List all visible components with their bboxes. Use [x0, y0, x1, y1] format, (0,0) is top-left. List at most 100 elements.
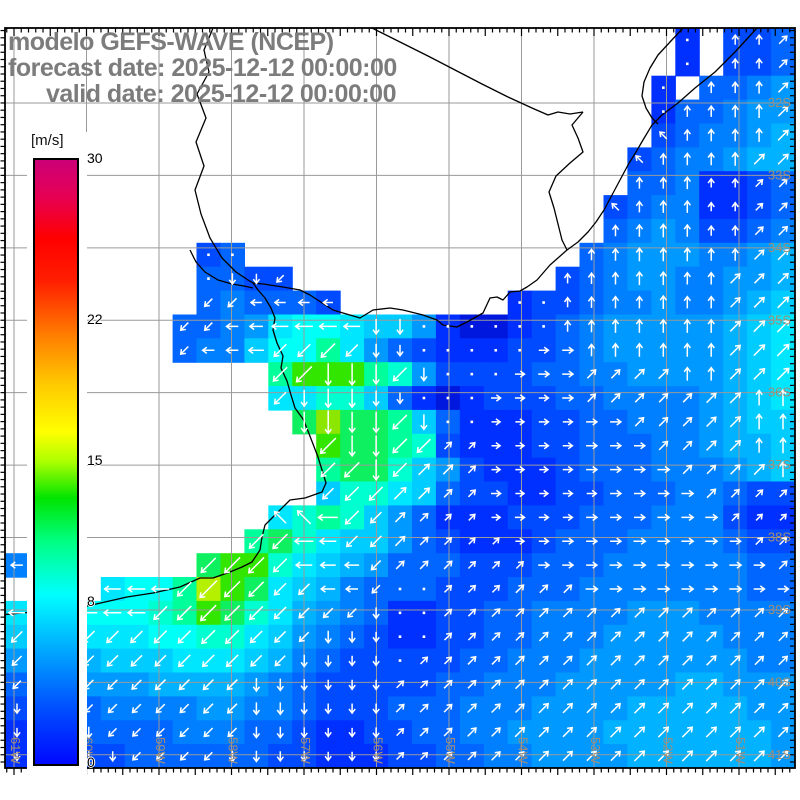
direction-arrow: [659, 223, 668, 238]
longitude-label: 53W: [588, 737, 603, 764]
direction-arrow: [657, 513, 671, 522]
direction-arrow: [248, 322, 263, 331]
calm-dot: [422, 635, 426, 639]
direction-arrow: [707, 271, 715, 285]
direction-arrow: [300, 411, 308, 434]
direction-arrow: [324, 751, 332, 762]
direction-arrow: [633, 702, 646, 714]
direction-arrow: [538, 607, 549, 618]
direction-arrow: [753, 561, 766, 569]
direction-arrow: [587, 393, 597, 403]
direction-arrow: [322, 487, 335, 500]
direction-arrow: [706, 464, 717, 475]
direction-arrow: [443, 727, 453, 737]
direction-arrow: [562, 441, 574, 450]
direction-arrow: [396, 680, 405, 689]
direction-arrow: [705, 561, 719, 569]
direction-arrow: [562, 537, 575, 545]
direction-arrow: [634, 368, 645, 380]
direction-arrow: [491, 513, 502, 522]
direction-arrow: [777, 702, 789, 714]
direction-arrow: [659, 152, 668, 165]
direction-arrow: [274, 630, 287, 643]
direction-arrow: [106, 654, 119, 667]
latitude-label: 32S: [768, 95, 791, 110]
direction-arrow: [203, 298, 213, 308]
direction-arrow: [419, 536, 429, 546]
direction-arrow: [248, 581, 265, 598]
direction-arrow: [276, 274, 285, 283]
direction-arrow: [467, 560, 477, 570]
direction-arrow: [514, 751, 525, 761]
longitude-label: 55W: [443, 737, 458, 764]
direction-arrow: [13, 703, 21, 715]
longitude-label: 56W: [371, 737, 386, 764]
calm-dot: [422, 348, 426, 352]
direction-arrow: [634, 489, 647, 498]
direction-arrow: [635, 176, 644, 189]
calm-dot: [446, 396, 450, 400]
direction-arrow: [753, 344, 766, 357]
direction-arrow: [777, 106, 789, 117]
direction-arrow: [681, 702, 694, 714]
direction-arrow: [324, 679, 332, 691]
direction-arrow: [273, 298, 286, 307]
direction-arrow: [611, 224, 620, 237]
calm-dot: [231, 253, 234, 257]
direction-arrow: [562, 607, 573, 618]
direction-arrow: [776, 319, 790, 333]
calm-dot: [398, 611, 402, 615]
direction-arrow: [392, 414, 408, 430]
direction-arrow: [634, 416, 645, 427]
direction-arrow: [515, 441, 526, 450]
latitude-label: 34S: [768, 240, 791, 255]
latitude-label: 40S: [768, 674, 791, 689]
direction-arrow: [369, 511, 382, 524]
direction-arrow: [586, 702, 597, 714]
direction-arrow: [683, 176, 692, 190]
direction-arrow: [467, 727, 477, 737]
direction-arrow: [634, 441, 647, 450]
direction-arrow: [633, 585, 647, 593]
direction-arrow: [294, 322, 313, 331]
direction-arrow: [249, 298, 262, 307]
direction-arrow: [635, 342, 644, 357]
direction-arrow: [610, 369, 621, 379]
direction-arrow: [729, 392, 742, 404]
direction-arrow: [467, 584, 477, 593]
direction-arrow: [467, 489, 477, 498]
direction-arrow: [539, 489, 550, 498]
direction-arrow: [372, 390, 380, 407]
calm-dot: [662, 110, 665, 113]
direction-arrow: [467, 703, 477, 714]
direction-arrow: [322, 607, 334, 619]
direction-arrow: [320, 462, 336, 478]
direction-arrow: [730, 607, 741, 618]
longitude-label: 58W: [226, 737, 241, 764]
direction-arrow: [443, 441, 453, 450]
direction-arrow: [755, 437, 763, 453]
direction-arrow: [372, 679, 380, 691]
direction-arrow: [396, 727, 405, 737]
longitude-label: 61W: [8, 737, 23, 764]
direction-arrow: [610, 465, 623, 474]
direction-arrow: [467, 608, 477, 617]
direction-arrow: [706, 440, 717, 451]
direction-arrow: [587, 343, 596, 357]
direction-arrow: [681, 489, 695, 498]
direction-arrow: [730, 488, 740, 498]
direction-arrow: [587, 319, 596, 333]
direction-arrow: [753, 320, 766, 333]
uruguay-river: [194, 28, 254, 284]
direction-arrow: [318, 322, 337, 331]
direction-arrow: [730, 655, 741, 666]
direction-arrow: [274, 655, 286, 667]
direction-arrow: [490, 489, 502, 498]
direction-arrow: [611, 247, 620, 261]
direction-arrow: [395, 703, 405, 713]
direction-arrow: [611, 271, 620, 285]
direction-arrow: [562, 465, 574, 474]
direction-arrow: [319, 585, 336, 593]
direction-arrow: [755, 103, 763, 118]
direction-arrow: [224, 605, 241, 621]
